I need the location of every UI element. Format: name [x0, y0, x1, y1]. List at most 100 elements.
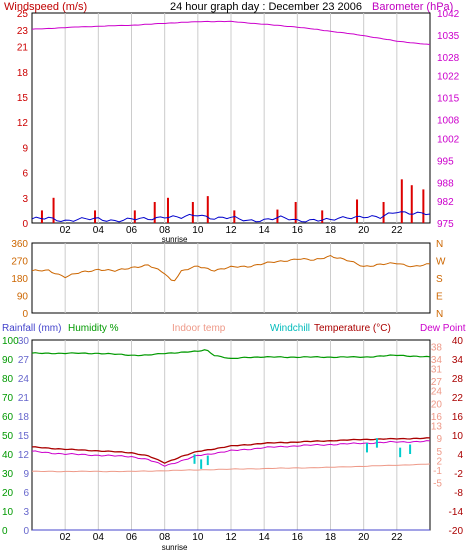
y-left-tick-label: 360 [11, 239, 28, 250]
x-tick-label: 14 [259, 225, 271, 236]
y-right-tick-label: 1035 [437, 31, 460, 42]
x-tick-label: 12 [225, 225, 237, 236]
legend-rainfall: Rainfall (mm) [2, 323, 61, 334]
y-left-tick-label: 23 [17, 26, 29, 37]
wind-direction-line [31, 254, 431, 282]
temperature-tick-label: 10 [452, 431, 464, 442]
x-tick-label: 20 [358, 225, 370, 236]
compass-label: W [436, 257, 446, 268]
humidity-tick-label: 20 [2, 488, 14, 499]
humidity-tick-label: 100 [2, 336, 19, 347]
y-right-tick-label: 995 [437, 156, 454, 167]
y-left-tick-label: 9 [22, 143, 28, 154]
y-left-tick-label: 0 [22, 309, 28, 320]
humidity-line [31, 349, 431, 359]
x-tick-label: 18 [325, 225, 337, 236]
y-left-tick-label: 25 [17, 9, 29, 20]
x-tick-label: 02 [60, 532, 72, 543]
indoor-temp-line [31, 463, 431, 473]
legend-dewpoint: Dew Point [420, 323, 466, 334]
rainfall-tick-label: 0 [23, 526, 29, 537]
compass-label: S [436, 274, 443, 285]
y-right-tick-label: 1002 [437, 134, 460, 145]
temperature-tick-label: -14 [449, 507, 464, 518]
dewpoint-tick-label: 24 [431, 387, 443, 398]
y-left-tick-label: 12 [17, 118, 29, 129]
y-left-tick-label: 3 [22, 194, 28, 205]
y-right-tick-label: 1008 [437, 116, 460, 127]
x-tick-label: 16 [292, 532, 304, 543]
dewpoint-tick-label: 38 [431, 342, 443, 353]
compass-label: N [436, 309, 443, 320]
temperature-tick-label: 22 [452, 393, 464, 404]
dewpoint-tick-label: 31 [431, 365, 443, 376]
y-right-tick-label: 1028 [437, 53, 460, 64]
dewpoint-tick-label: 9 [436, 434, 442, 445]
dewpoint-tick-label: 20 [431, 399, 443, 410]
x-tick-label: 02 [60, 225, 72, 236]
humidity-tick-label: 10 [2, 507, 14, 518]
y-right-tick-label: 975 [437, 219, 454, 230]
x-tick-label: 14 [259, 532, 271, 543]
humidity-tick-label: 80 [2, 374, 14, 385]
x-tick-label: 18 [325, 532, 337, 543]
y-left-tick-label: 6 [22, 169, 28, 180]
rainfall-tick-label: 27 [18, 355, 30, 366]
x-tick-label: 04 [93, 532, 105, 543]
humidity-tick-label: 50 [2, 431, 14, 442]
humidity-tick-label: 60 [2, 412, 14, 423]
legend-indoor: Indoor temp [172, 323, 226, 334]
y-left-tick-label: 18 [17, 68, 29, 79]
dewpoint-tick-label: 34 [431, 355, 443, 366]
dewpoint-tick-label: -5 [433, 479, 442, 490]
y-left-tick-label: 0 [22, 219, 28, 230]
x-tick-label: 22 [391, 225, 403, 236]
humidity-tick-label: 0 [2, 526, 8, 537]
legend-humidity: Humidity % [68, 323, 119, 334]
x-tick-label: 20 [358, 532, 370, 543]
rainfall-tick-label: 6 [23, 488, 29, 499]
temperature-tick-label: 16 [452, 412, 464, 423]
y-right-tick-label: 988 [437, 178, 454, 189]
compass-label: E [436, 292, 443, 303]
humidity-tick-label: 70 [2, 393, 14, 404]
x-tick-label: 08 [159, 225, 171, 236]
y-left-tick-label: 90 [17, 292, 29, 303]
rainfall-tick-label: 15 [18, 431, 30, 442]
y-right-tick-label: 1022 [437, 72, 460, 83]
temperature-tick-label: 40 [452, 336, 464, 347]
dewpoint-tick-label: 27 [431, 377, 443, 388]
sunrise-label: sunrise [162, 543, 188, 552]
legend-windchill: Windchill [270, 323, 310, 334]
humidity-tick-label: 90 [2, 355, 14, 366]
y-right-tick-label: 1015 [437, 94, 460, 105]
graph-title: 24 hour graph day : December 23 2006 [170, 1, 362, 13]
temperature-tick-label: 28 [452, 374, 464, 385]
rainfall-tick-label: 3 [23, 507, 29, 518]
barometer-line [31, 20, 431, 45]
humidity-tick-label: 30 [2, 469, 14, 480]
average-wind-line [31, 211, 431, 223]
y-right-tick-label: 982 [437, 197, 454, 208]
dewpoint-tick-label: 13 [431, 422, 443, 433]
x-tick-label: 04 [93, 225, 105, 236]
rainfall-tick-label: 21 [18, 393, 30, 404]
y-left-tick-label: 180 [11, 274, 28, 285]
y-left-tick-label: 21 [17, 43, 29, 54]
y-left-tick-label: 270 [11, 257, 28, 268]
barometer-label: Barometer (hPa) [372, 1, 453, 13]
x-tick-label: 10 [192, 225, 204, 236]
humidity-tick-label: 40 [2, 450, 14, 461]
sunrise-label: sunrise [162, 235, 188, 244]
temperature-tick-label: 4 [457, 450, 463, 461]
y-left-tick-label: 15 [17, 93, 29, 104]
compass-label: N [436, 239, 443, 250]
x-tick-label: 22 [391, 532, 403, 543]
dewpoint-tick-label: 2 [436, 456, 442, 467]
legend-temperature: Temperature (°C) [314, 323, 391, 334]
dewpoint-tick-label: -1 [433, 466, 442, 477]
temperature-tick-label: -2 [454, 469, 463, 480]
rainfall-tick-label: 12 [18, 450, 30, 461]
dewpoint-tick-label: 5 [436, 447, 442, 458]
x-tick-label: 16 [292, 225, 304, 236]
